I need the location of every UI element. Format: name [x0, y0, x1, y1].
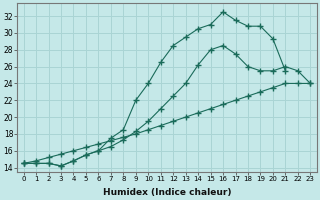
X-axis label: Humidex (Indice chaleur): Humidex (Indice chaleur): [103, 188, 231, 197]
